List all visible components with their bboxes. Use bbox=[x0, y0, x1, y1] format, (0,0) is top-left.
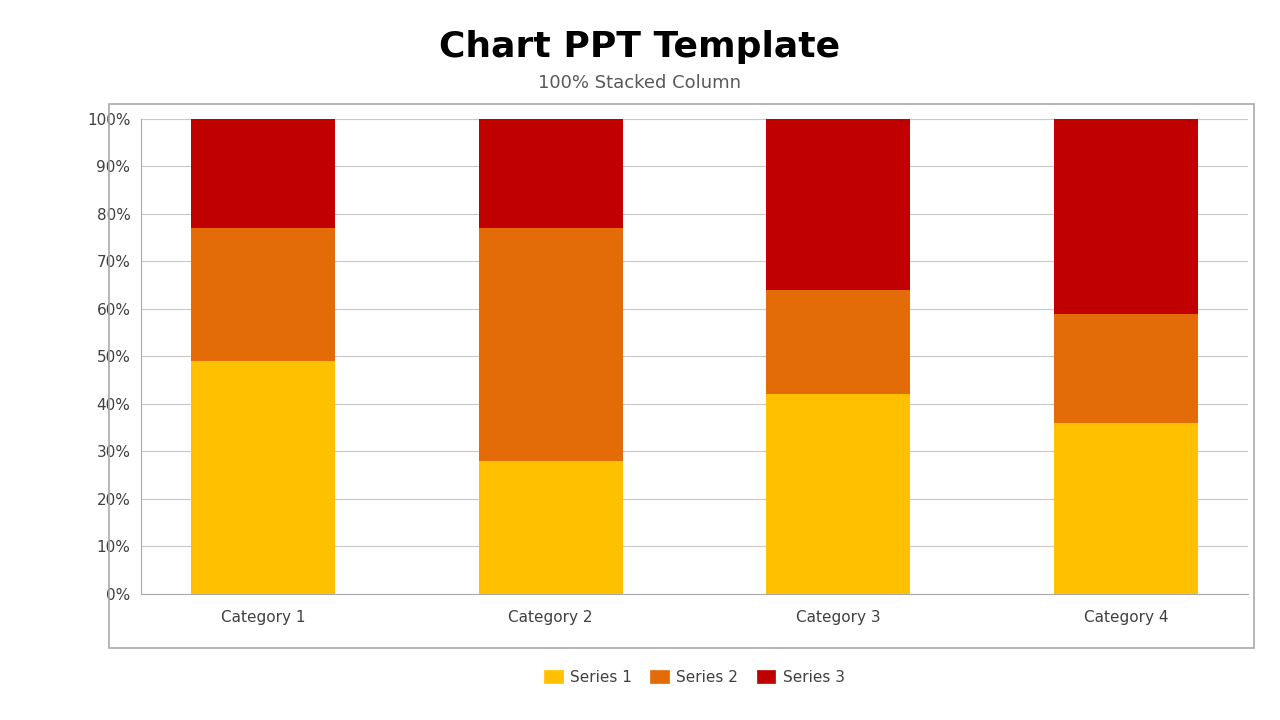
Bar bbox=[479, 119, 622, 228]
Bar bbox=[191, 119, 335, 228]
Bar bbox=[767, 290, 910, 395]
Bar bbox=[1053, 314, 1198, 423]
Legend: Series 1, Series 2, Series 3: Series 1, Series 2, Series 3 bbox=[538, 664, 851, 691]
Bar bbox=[1053, 119, 1198, 314]
Bar bbox=[479, 461, 622, 594]
Bar bbox=[1053, 423, 1198, 594]
Bar bbox=[767, 119, 910, 290]
Bar bbox=[767, 395, 910, 594]
Bar bbox=[191, 361, 335, 594]
Bar bbox=[479, 228, 622, 461]
Text: Chart PPT Template: Chart PPT Template bbox=[439, 30, 841, 64]
Bar bbox=[191, 228, 335, 361]
Text: 100% Stacked Column: 100% Stacked Column bbox=[539, 73, 741, 91]
